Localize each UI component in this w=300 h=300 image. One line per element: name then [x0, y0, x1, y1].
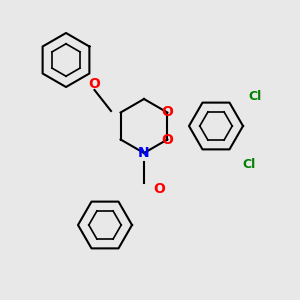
- Text: O: O: [153, 182, 165, 196]
- Text: O: O: [161, 133, 173, 146]
- Text: N: N: [138, 146, 150, 160]
- Text: Cl: Cl: [248, 89, 262, 103]
- Text: Cl: Cl: [242, 158, 256, 172]
- Text: O: O: [88, 77, 101, 91]
- Text: O: O: [161, 106, 173, 119]
